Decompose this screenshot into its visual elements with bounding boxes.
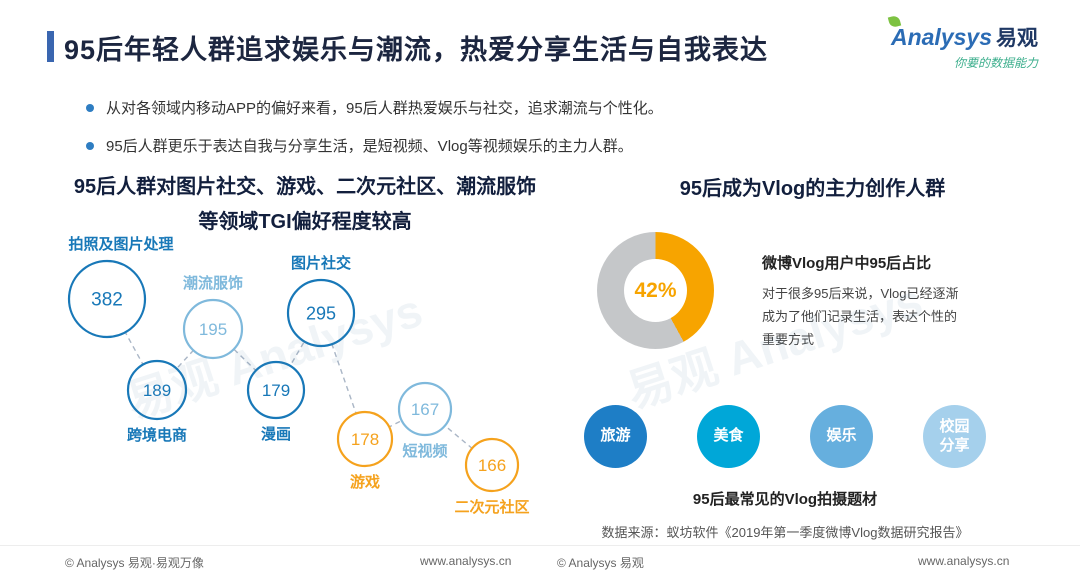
donut-value-label: 42% bbox=[634, 278, 677, 302]
bubble-circle bbox=[336, 410, 394, 468]
donut-caption: 微博Vlog用户中95后占比 bbox=[762, 255, 932, 272]
bubble-label: 图片社交 bbox=[291, 254, 351, 272]
tgi-bubble-chart-svg: 382 拍照及图片处理 195 潮流服饰 295 图片社交 189 跨境电商 179 漫画 178 游… bbox=[67, 235, 530, 516]
bubble-label: 短视频 bbox=[402, 442, 447, 460]
bubble-circle bbox=[464, 437, 520, 493]
bubble-circle bbox=[246, 360, 306, 420]
bubble-circle bbox=[182, 298, 244, 360]
bullet-dot-icon bbox=[86, 103, 94, 112]
page-title: 95后年轻人群追求娱乐与潮流，热爱分享生活与自我表达 bbox=[64, 35, 769, 65]
bubble-value: 178 bbox=[351, 430, 379, 449]
bubble-circle bbox=[286, 278, 356, 348]
footer-url-left: www.analysys.cn bbox=[420, 554, 512, 568]
tgi-chart-title: 95后人群对图片社交、游戏、二次元社区、潮流服饰 等领域TGI偏好程度较高 bbox=[50, 170, 560, 240]
brand-logo: Analysys 易观 你要的数据能力 bbox=[887, 14, 1038, 71]
bubble-label: 游戏 bbox=[350, 473, 380, 491]
bubble-circle bbox=[67, 259, 147, 339]
footer: © Analysys 易观·易观万像 www.analysys.cn © Ana… bbox=[0, 545, 1080, 575]
vlog-topic-circle: 校园 分享 bbox=[923, 405, 986, 468]
data-source: 数据来源：蚁坊软件《2019年第一季度微博Vlog数据研究报告》 bbox=[601, 525, 969, 540]
bullet-list: 从对各领域内移动APP的偏好来看，95后人群热爱娱乐与社交，追求潮流与个性化。 … bbox=[86, 97, 663, 173]
footer-url-right: www.analysys.cn bbox=[918, 554, 1010, 568]
bubble-label: 跨境电商 bbox=[127, 426, 187, 444]
vlog-topic-circle: 娱乐 bbox=[810, 405, 873, 468]
bubble-value: 195 bbox=[199, 320, 227, 339]
vlog-description: 对于很多95后来说，Vlog已经逐渐成为了他们记录生活，表达个性的重要方式 bbox=[762, 286, 959, 347]
bubble-circle bbox=[397, 381, 453, 437]
vlog-donut-chart: 42% bbox=[597, 232, 714, 349]
bullet-dot-icon bbox=[86, 141, 94, 150]
bubble-value: 166 bbox=[478, 456, 506, 475]
bullet-item: 从对各领域内移动APP的偏好来看，95后人群热爱娱乐与社交，追求潮流与个性化。 bbox=[86, 97, 663, 118]
tgi-chart-title-line2: 等领域TGI偏好程度较高 bbox=[198, 211, 412, 233]
brand-tagline: 你要的数据能力 bbox=[953, 56, 1038, 70]
brand-name-cn: 易观 bbox=[996, 27, 1038, 50]
bubble-value: 179 bbox=[262, 381, 290, 400]
vlog-topic-circle: 旅游 bbox=[584, 405, 647, 468]
vlog-chart-title: 95后成为Vlog的主力创作人群 bbox=[679, 178, 946, 200]
bubble-label: 漫画 bbox=[261, 426, 291, 443]
vlog-topics: 旅游 美食 娱乐 校园 分享 bbox=[560, 405, 1010, 468]
topics-caption: 95后最常见的Vlog拍摄题材 bbox=[692, 491, 878, 508]
tgi-chart-title-line1: 95后人群对图片社交、游戏、二次元社区、潮流服饰 bbox=[73, 176, 537, 198]
bubble-label: 二次元社区 bbox=[454, 498, 529, 516]
bubble-circle bbox=[126, 359, 188, 421]
bubble-value: 295 bbox=[306, 303, 336, 323]
bubble-value: 167 bbox=[411, 400, 439, 419]
bubble-value: 382 bbox=[91, 290, 123, 311]
bubble-label: 潮流服饰 bbox=[183, 274, 243, 292]
tgi-bubble-chart: 382 拍照及图片处理 195 潮流服饰 295 图片社交 189 跨境电商 179 漫画 178 游… bbox=[55, 233, 570, 538]
footer-copyright-left: © Analysys 易观·易观万像 bbox=[65, 556, 204, 570]
footer-copyright-right: © Analysys 易观 bbox=[557, 556, 644, 570]
bullet-text: 95后人群更乐于表达自我与分享生活，是短视频、Vlog等视频娱乐的主力人群。 bbox=[106, 138, 633, 155]
bullet-item: 95后人群更乐于表达自我与分享生活，是短视频、Vlog等视频娱乐的主力人群。 bbox=[86, 135, 663, 156]
title-accent-bar bbox=[47, 31, 54, 62]
bullet-text: 从对各领域内移动APP的偏好来看，95后人群热爱娱乐与社交，追求潮流与个性化。 bbox=[106, 100, 663, 117]
bubble-label: 拍照及图片处理 bbox=[68, 235, 173, 253]
brand-name-en: Analysys bbox=[890, 24, 992, 50]
donut-hole bbox=[624, 259, 687, 322]
brand-logo-row: Analysys 易观 bbox=[887, 14, 1038, 52]
vlog-topic-circle: 美食 bbox=[697, 405, 760, 468]
bubble-value: 189 bbox=[143, 381, 171, 400]
